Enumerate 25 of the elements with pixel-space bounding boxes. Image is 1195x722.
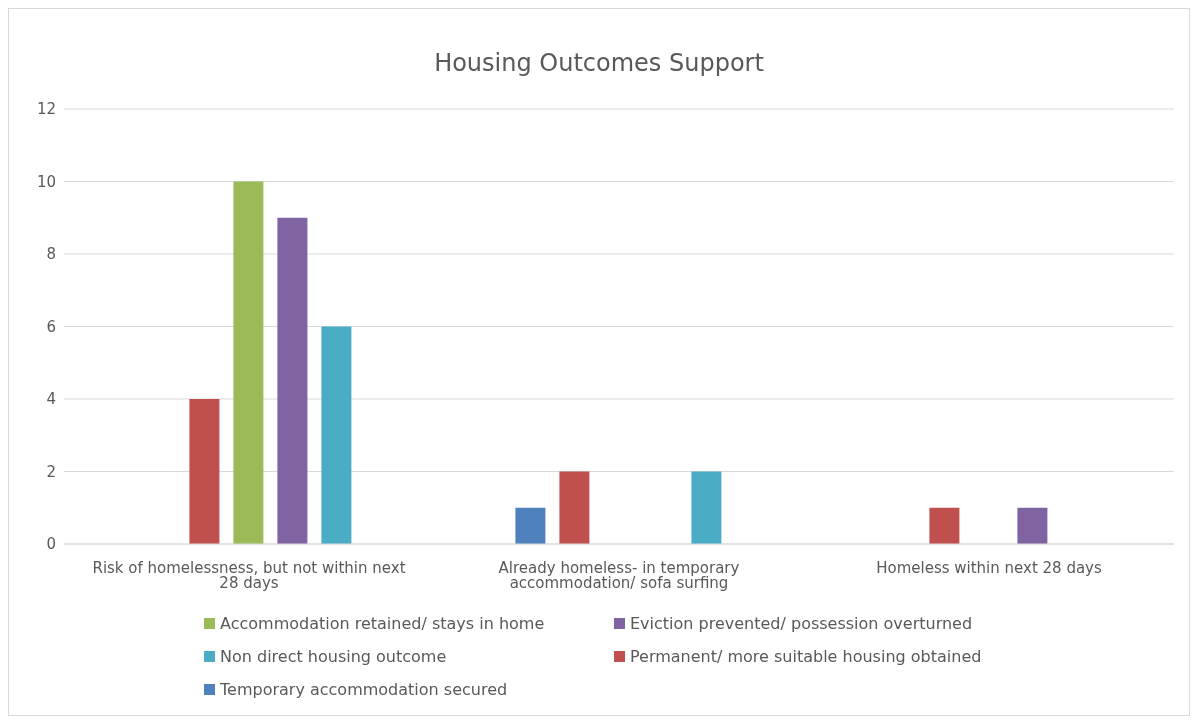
y-tick-label: 6 <box>46 317 56 336</box>
x-tick-label: Already homeless- in temporary accommodation/ sofa surfing <box>498 558 740 592</box>
bar <box>929 507 960 544</box>
legend-label: Temporary accommodation secured <box>220 680 508 699</box>
x-tick-label: Homeless within next 28 days <box>876 558 1102 577</box>
bar <box>515 507 546 544</box>
legend-label: Eviction prevented/ possession overturned <box>630 614 973 633</box>
bar <box>277 217 308 544</box>
y-tick-label: 12 <box>36 100 56 119</box>
bar <box>1017 507 1048 544</box>
y-tick-label: 10 <box>36 172 56 191</box>
bar <box>189 399 220 544</box>
legend-label: Non direct housing outcome <box>220 647 447 666</box>
bar <box>559 471 590 544</box>
legend-label: Accommodation retained/ stays in home <box>220 614 545 633</box>
chart-title: Housing Outcomes Support <box>433 49 765 79</box>
bar <box>321 326 352 544</box>
y-tick-label: 8 <box>46 245 56 264</box>
bar <box>691 471 722 544</box>
bar <box>233 181 264 544</box>
y-tick-label: 2 <box>46 462 56 481</box>
x-tick-label: Risk of homelessness, but not within next 28 days <box>92 558 406 592</box>
y-tick-label: 4 <box>46 390 56 409</box>
y-tick-label: 0 <box>46 535 56 554</box>
legend-label: Permanent/ more suitable housing obtained <box>630 647 982 666</box>
